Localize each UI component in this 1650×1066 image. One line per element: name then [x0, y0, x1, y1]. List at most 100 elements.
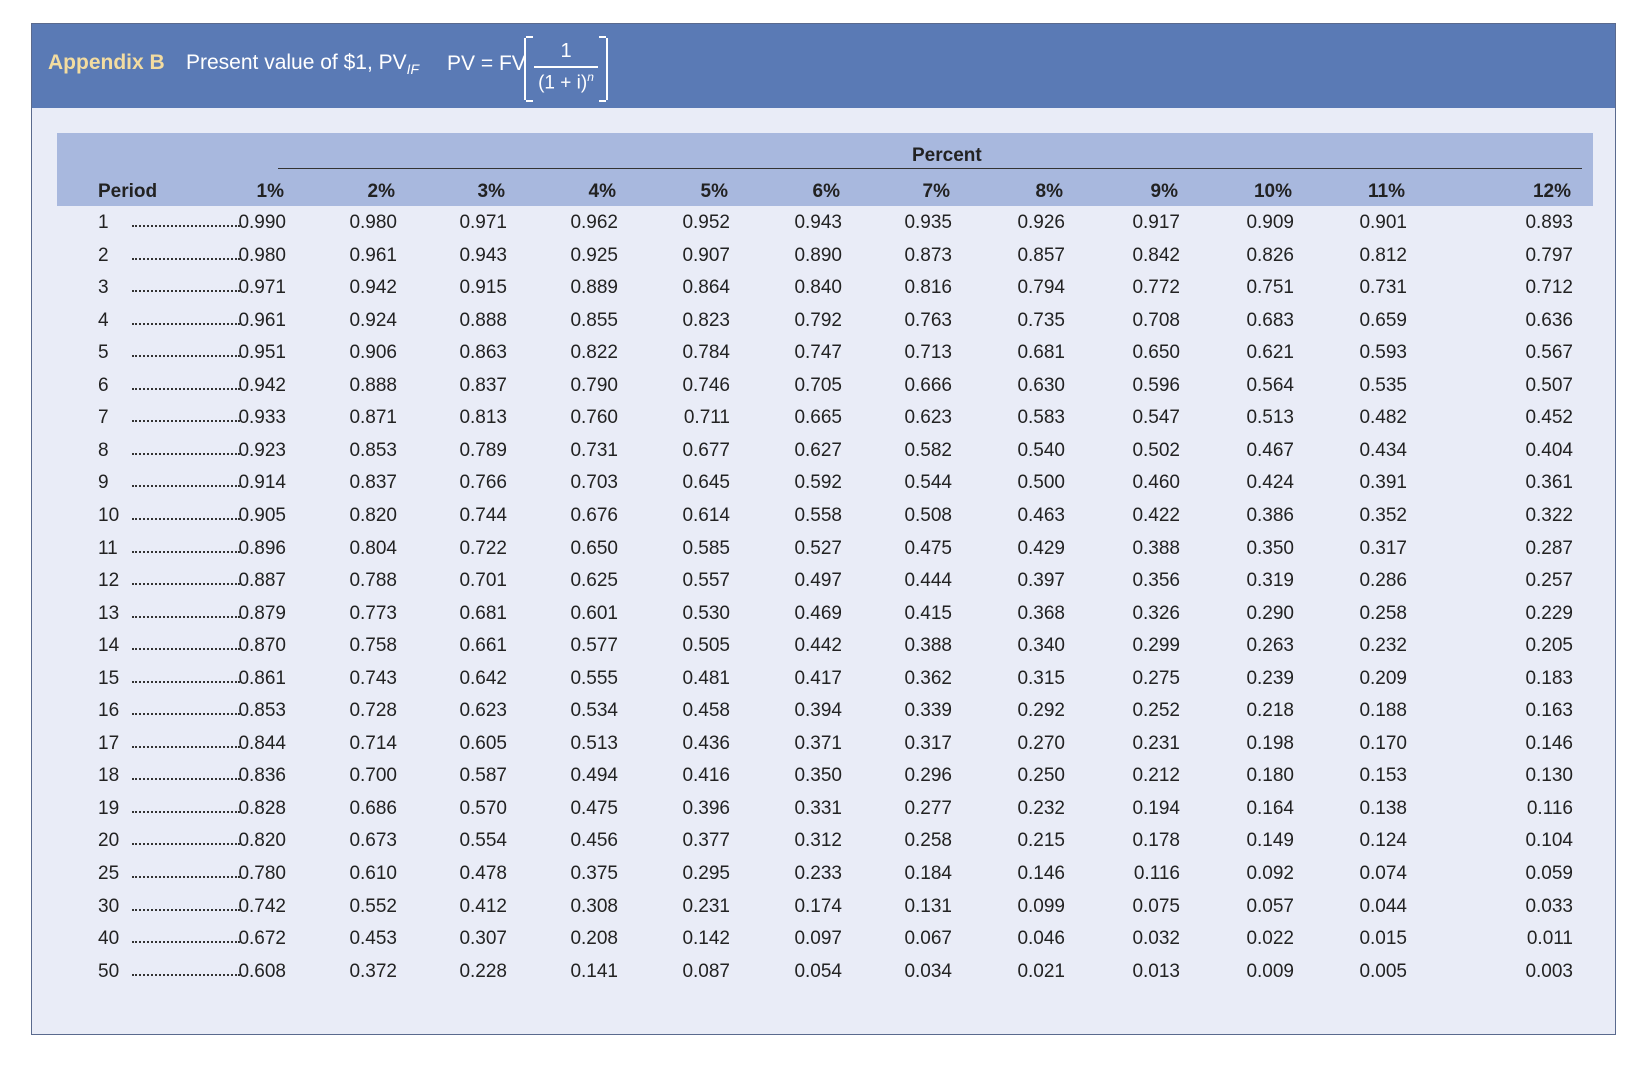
- value-cell: 0.257: [1525, 570, 1573, 592]
- value-cell: 0.747: [794, 342, 842, 364]
- value-cell: 0.896: [238, 537, 286, 559]
- period-cell: 8: [98, 439, 109, 461]
- value-cell: 0.170: [1359, 732, 1407, 754]
- value-cell: 0.231: [1132, 732, 1180, 754]
- period-header: Period: [98, 181, 158, 202]
- value-cell: 0.708: [1132, 309, 1180, 331]
- value-cell: 0.497: [794, 570, 842, 592]
- table-row: 5 0.951 0.906 0.863 0.822 0.784 0.747 0.713 0.68…: [32, 338, 1617, 371]
- value-cell: 0.888: [459, 309, 507, 331]
- value-cell: 0.863: [459, 342, 507, 364]
- value-cell: 0.270: [1017, 732, 1065, 754]
- value-cell: 0.377: [682, 830, 730, 852]
- value-cell: 0.943: [794, 212, 842, 233]
- dot-leader: [132, 615, 240, 618]
- value-cell: 0.763: [904, 309, 952, 331]
- percent-group-label: Percent: [912, 145, 982, 166]
- dot-leader: [132, 680, 240, 683]
- value-cell: 0.396: [682, 797, 730, 819]
- value-cell: 0.861: [238, 667, 286, 689]
- value-cell: 0.758: [349, 635, 397, 657]
- table-row: 14 0.870 0.758 0.661 0.577 0.505 0.442 0.388 0.3…: [32, 631, 1617, 664]
- dot-leader: [132, 420, 240, 423]
- percent-rule: [278, 168, 1582, 169]
- table-row: 50 0.608 0.372 0.228 0.141 0.087 0.054 0.034 0.0…: [32, 957, 1617, 990]
- value-cell: 0.544: [904, 472, 952, 494]
- table-row: 11 0.896 0.804 0.722 0.650 0.585 0.527 0.475 0.4…: [32, 534, 1617, 567]
- value-cell: 0.601: [570, 602, 618, 624]
- value-cell: 0.552: [349, 895, 397, 917]
- value-cell: 0.453: [349, 928, 397, 950]
- formula-denominator: (1 + i)n: [526, 70, 606, 94]
- value-cell: 0.391: [1359, 472, 1407, 494]
- period-cell: 30: [98, 895, 120, 917]
- value-cell: 0.149: [1246, 830, 1294, 852]
- value-cell: 0.804: [349, 537, 397, 559]
- formula-den-base: (1 + i): [538, 72, 588, 94]
- value-cell: 0.853: [238, 700, 286, 722]
- value-cell: 0.507: [1525, 374, 1573, 396]
- value-cell: 0.792: [794, 309, 842, 331]
- value-cell: 0.218: [1246, 700, 1294, 722]
- value-cell: 0.676: [570, 504, 618, 526]
- table-row: 15 0.861 0.743 0.642 0.555 0.481 0.417 0.362 0.3…: [32, 664, 1617, 697]
- period-cell: 13: [98, 602, 120, 624]
- value-cell: 0.766: [459, 472, 507, 494]
- period-cell: 50: [98, 960, 120, 982]
- value-cell: 0.712: [1525, 277, 1573, 299]
- value-cell: 0.645: [682, 472, 730, 494]
- value-cell: 0.174: [794, 895, 842, 917]
- value-cell: 0.292: [1017, 700, 1065, 722]
- value-cell: 0.188: [1359, 700, 1407, 722]
- column-header: 6%: [812, 181, 840, 202]
- value-cell: 0.596: [1132, 374, 1180, 396]
- value-cell: 0.952: [682, 212, 730, 233]
- value-cell: 0.555: [570, 667, 618, 689]
- value-cell: 0.583: [1017, 407, 1065, 429]
- value-cell: 0.844: [238, 732, 286, 754]
- dot-leader: [132, 225, 240, 227]
- dot-leader: [132, 745, 240, 748]
- value-cell: 0.275: [1132, 667, 1180, 689]
- value-cell: 0.905: [238, 504, 286, 526]
- value-cell: 0.672: [238, 928, 286, 950]
- value-cell: 0.790: [570, 374, 618, 396]
- value-cell: 0.557: [682, 570, 730, 592]
- value-cell: 0.368: [1017, 602, 1065, 624]
- value-cell: 0.907: [682, 244, 730, 266]
- value-cell: 0.585: [682, 537, 730, 559]
- value-cell: 0.317: [904, 732, 952, 754]
- table-row: 6 0.942 0.888 0.837 0.790 0.746 0.705 0.666 0.63…: [32, 371, 1617, 404]
- value-cell: 0.178: [1132, 830, 1180, 852]
- value-cell: 0.681: [459, 602, 507, 624]
- value-cell: 0.229: [1525, 602, 1573, 624]
- value-cell: 0.307: [459, 928, 507, 950]
- value-cell: 0.703: [570, 472, 618, 494]
- value-cell: 0.286: [1359, 570, 1407, 592]
- formula-lhs: PV = FV: [447, 52, 526, 75]
- value-cell: 0.540: [1017, 439, 1065, 461]
- table-row: 17 0.844 0.714 0.605 0.513 0.436 0.371 0.317 0.2…: [32, 729, 1617, 762]
- value-cell: 0.180: [1246, 765, 1294, 787]
- value-cell: 0.508: [904, 504, 952, 526]
- table-title: Present value of $1, PVIF: [186, 51, 419, 77]
- value-cell: 0.394: [794, 700, 842, 722]
- value-cell: 0.502: [1132, 439, 1180, 461]
- value-cell: 0.340: [1017, 635, 1065, 657]
- value-cell: 0.252: [1132, 700, 1180, 722]
- value-cell: 0.044: [1359, 895, 1407, 917]
- period-cell: 16: [98, 700, 120, 722]
- value-cell: 0.331: [794, 797, 842, 819]
- value-cell: 0.482: [1359, 407, 1407, 429]
- value-cell: 0.813: [459, 407, 507, 429]
- value-cell: 0.701: [459, 570, 507, 592]
- value-cell: 0.909: [1246, 212, 1294, 233]
- value-cell: 0.005: [1359, 960, 1407, 982]
- dot-leader: [132, 876, 240, 878]
- value-cell: 0.837: [459, 374, 507, 396]
- dot-leader: [132, 941, 240, 944]
- value-cell: 0.582: [904, 439, 952, 461]
- value-cell: 0.239: [1246, 667, 1294, 689]
- appendix-frame: Appendix B Present value of $1, PVIF PV …: [31, 23, 1616, 1035]
- value-cell: 0.820: [349, 504, 397, 526]
